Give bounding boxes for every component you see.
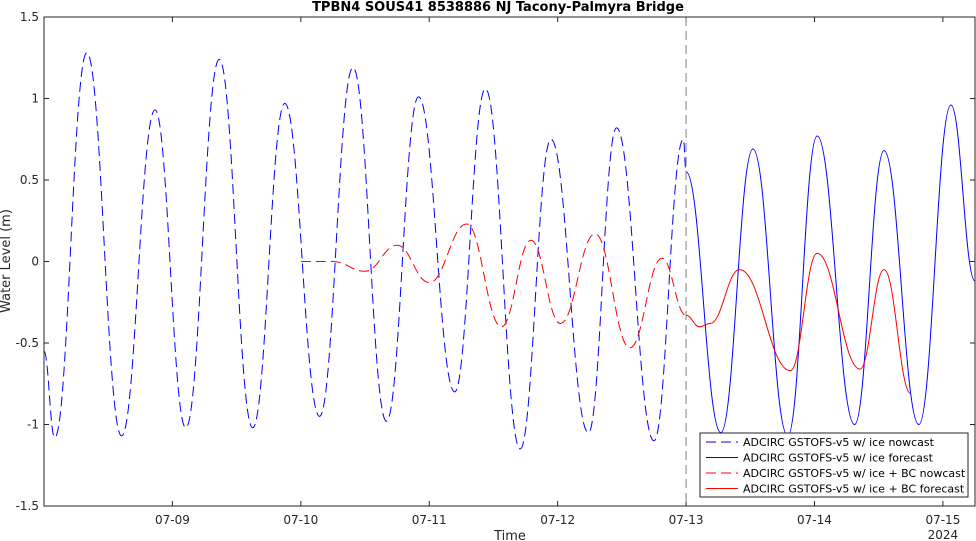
legend-entry: ADCIRC GSTOFS-v5 w/ ice forecast [743,452,934,465]
legend-entry: ADCIRC GSTOFS-v5 w/ ice + BC forecast [743,483,965,496]
legend-entry: ADCIRC GSTOFS-v5 w/ ice nowcast [743,436,935,449]
y-tick-label: 1 [31,92,39,106]
x-year-label: 2024 [928,528,959,541]
legend-box [699,432,969,498]
x-tick-label: 07-11 [412,513,447,527]
series-line-2 [685,104,976,437]
x-tick-label: 07-13 [669,513,704,527]
chart-title: TPBN4 SOUS41 8538886 NJ Tacony-Palmyra B… [312,0,684,15]
y-tick-label: 0.5 [20,173,39,187]
y-axis-label: Water Level (m) [0,209,14,313]
y-tick-label: 1.5 [20,10,39,24]
axes-frame [43,16,976,507]
y-tick-label: -0.5 [16,336,39,350]
series-line-1 [43,52,687,450]
series-lines-group [43,17,976,506]
plot-frame [43,16,976,507]
x-tick-label: 07-15 [925,513,960,527]
axis-ticks-group: 1.5 1 0.5 0 -0.5 -1 -1.5 07-09 07-10 07-11 07-12 07… [16,10,975,541]
x-tick-label: 07-10 [283,513,318,527]
x-tick-label: 07-09 [155,513,190,527]
x-tick-label: 07-14 [797,513,832,527]
x-tick-label: 07-12 [540,513,575,527]
y-tick-label: -1.5 [16,499,39,513]
y-tick-label: 0 [31,255,39,269]
x-axis-label: Time [493,529,526,541]
chart-legend: ADCIRC GSTOFS-v5 w/ ice nowcast ADCIRC GS… [699,432,969,498]
legend-entry: ADCIRC GSTOFS-v5 w/ ice + BC nowcast [743,467,966,480]
y-tick-label: -1 [27,418,39,432]
series-line-3 [300,223,687,349]
series-line-4 [685,252,912,395]
